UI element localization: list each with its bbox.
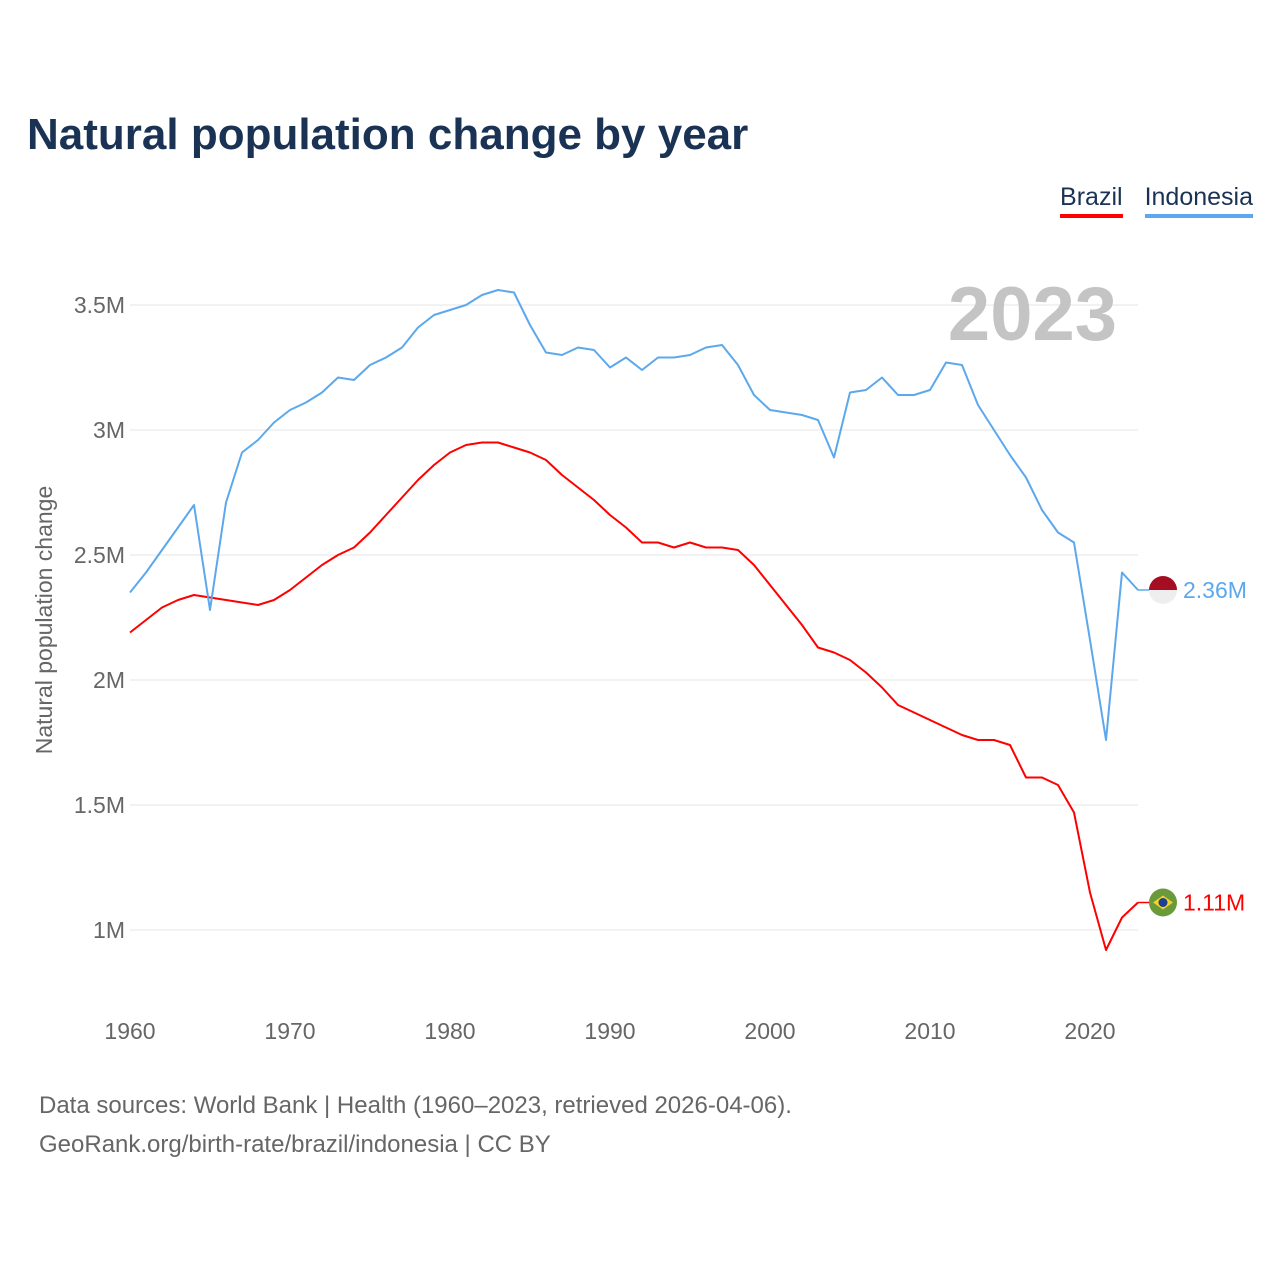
footer: Data sources: World Bank | Health (1960–…: [39, 1086, 792, 1164]
y-tick-label: 1.5M: [74, 792, 125, 818]
y-tick-label: 1M: [93, 917, 125, 943]
x-tick-label: 2020: [1064, 1018, 1115, 1044]
source-link[interactable]: GeoRank.org/birth-rate/brazil/indonesia …: [39, 1131, 551, 1158]
x-tick-label: 2000: [744, 1018, 795, 1044]
year-label: 2023: [948, 272, 1117, 357]
chart-title: Natural population change by year: [27, 110, 749, 159]
legend-item-indonesia[interactable]: Indonesia: [1144, 183, 1253, 218]
y-tick-label: 2M: [93, 667, 125, 693]
legend-item-brazil[interactable]: Brazil: [1060, 183, 1123, 218]
end-value-label-indonesia: 2.36M: [1183, 577, 1247, 603]
x-tick-label: 2010: [904, 1018, 955, 1044]
series-line-indonesia[interactable]: [129, 289, 1139, 741]
y-axis-label: Natural population change: [31, 486, 57, 755]
x-tick-label: 1990: [584, 1018, 635, 1044]
y-tick-label: 2.5M: [74, 542, 125, 568]
x-tick-label: 1960: [104, 1018, 155, 1044]
indonesia-flag-icon: [1149, 576, 1177, 604]
y-tick-label: 3M: [93, 417, 125, 443]
x-tick-label: 1980: [424, 1018, 475, 1044]
brazil-flag-icon: [1149, 888, 1177, 917]
end-value-label-brazil: 1.11M: [1183, 890, 1245, 916]
source-text: Data sources: World Bank | Health (1960–…: [39, 1092, 792, 1119]
series-line-brazil[interactable]: [129, 441, 1139, 951]
legend: Brazil Indonesia: [1060, 183, 1253, 218]
x-tick-label: 1970: [264, 1018, 315, 1044]
y-tick-label: 3.5M: [74, 292, 125, 318]
